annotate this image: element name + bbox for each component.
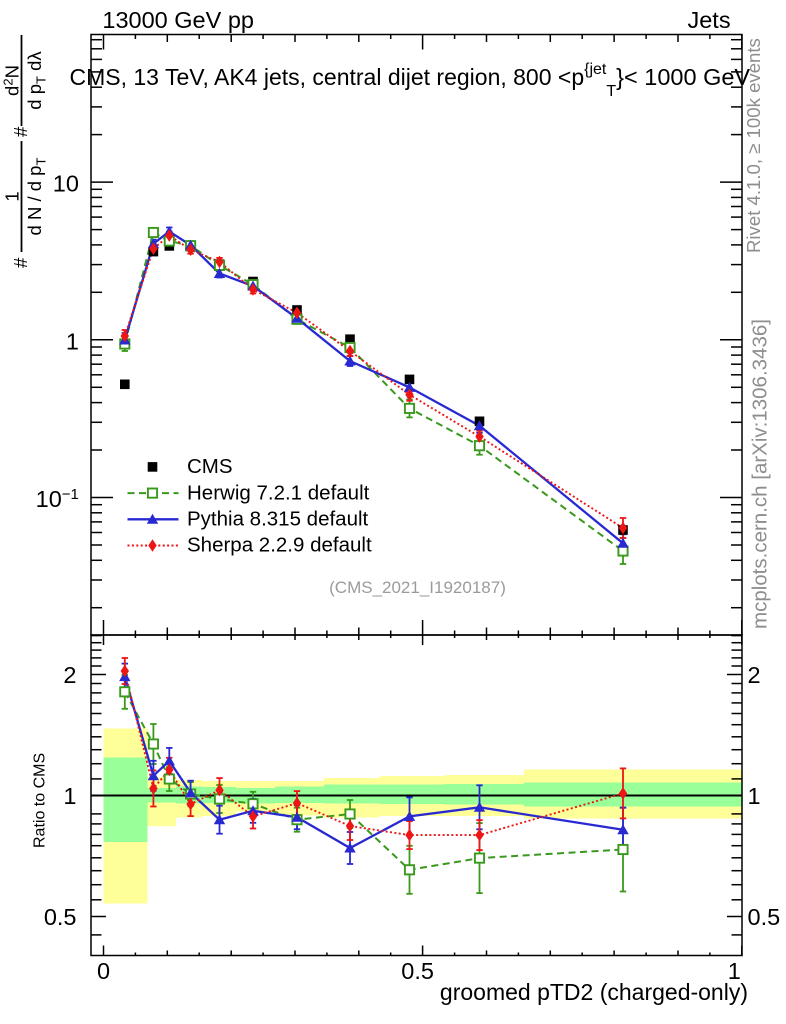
svg-text:d pT dλ: d pT dλ: [24, 51, 49, 110]
svg-text:1: 1: [66, 328, 79, 354]
svg-text:1: 1: [63, 783, 76, 809]
svg-text:13000 GeV pp: 13000 GeV pp: [102, 7, 254, 33]
svg-text:0.5: 0.5: [44, 904, 77, 930]
svg-text:0: 0: [97, 958, 110, 984]
svg-text:Jets: Jets: [687, 7, 730, 33]
svg-text:mcplots.cern.ch [arXiv:1306.34: mcplots.cern.ch [arXiv:1306.3436]: [749, 319, 772, 629]
svg-text:1: 1: [728, 958, 741, 984]
svg-text:1: 1: [748, 783, 761, 809]
svg-text:Ratio to CMS: Ratio to CMS: [32, 753, 49, 848]
svg-text:CMS: CMS: [187, 455, 233, 478]
svg-text:d2N: d2N: [1, 65, 23, 96]
svg-text:0.5: 0.5: [401, 958, 434, 984]
svg-text:2: 2: [63, 662, 76, 688]
svg-text:Rivet 4.1.0, ≥ 100k events: Rivet 4.1.0, ≥ 100k events: [743, 38, 764, 253]
svg-text:#: #: [10, 257, 31, 268]
svg-text:CMS, 13 TeV, AK4 jets, central: CMS, 13 TeV, AK4 jets, central dijet reg…: [70, 61, 751, 100]
svg-text:Herwig 7.2.1 default: Herwig 7.2.1 default: [187, 481, 370, 504]
svg-text:Pythia 8.315 default: Pythia 8.315 default: [187, 508, 369, 531]
svg-text:groomed pTD2 (charged-only): groomed pTD2 (charged-only): [440, 979, 748, 1005]
svg-text:10−1: 10−1: [36, 486, 79, 512]
svg-text:(CMS_2021_I1920187): (CMS_2021_I1920187): [329, 578, 506, 597]
svg-text:0.5: 0.5: [748, 904, 781, 930]
svg-text:2: 2: [748, 662, 761, 688]
svg-text:1: 1: [2, 191, 23, 201]
svg-text:d N / d pT: d N / d pT: [24, 158, 49, 236]
svg-text:Sherpa 2.2.9 default: Sherpa 2.2.9 default: [187, 534, 372, 557]
svg-text:10: 10: [53, 171, 79, 197]
svg-text:#: #: [10, 126, 31, 137]
